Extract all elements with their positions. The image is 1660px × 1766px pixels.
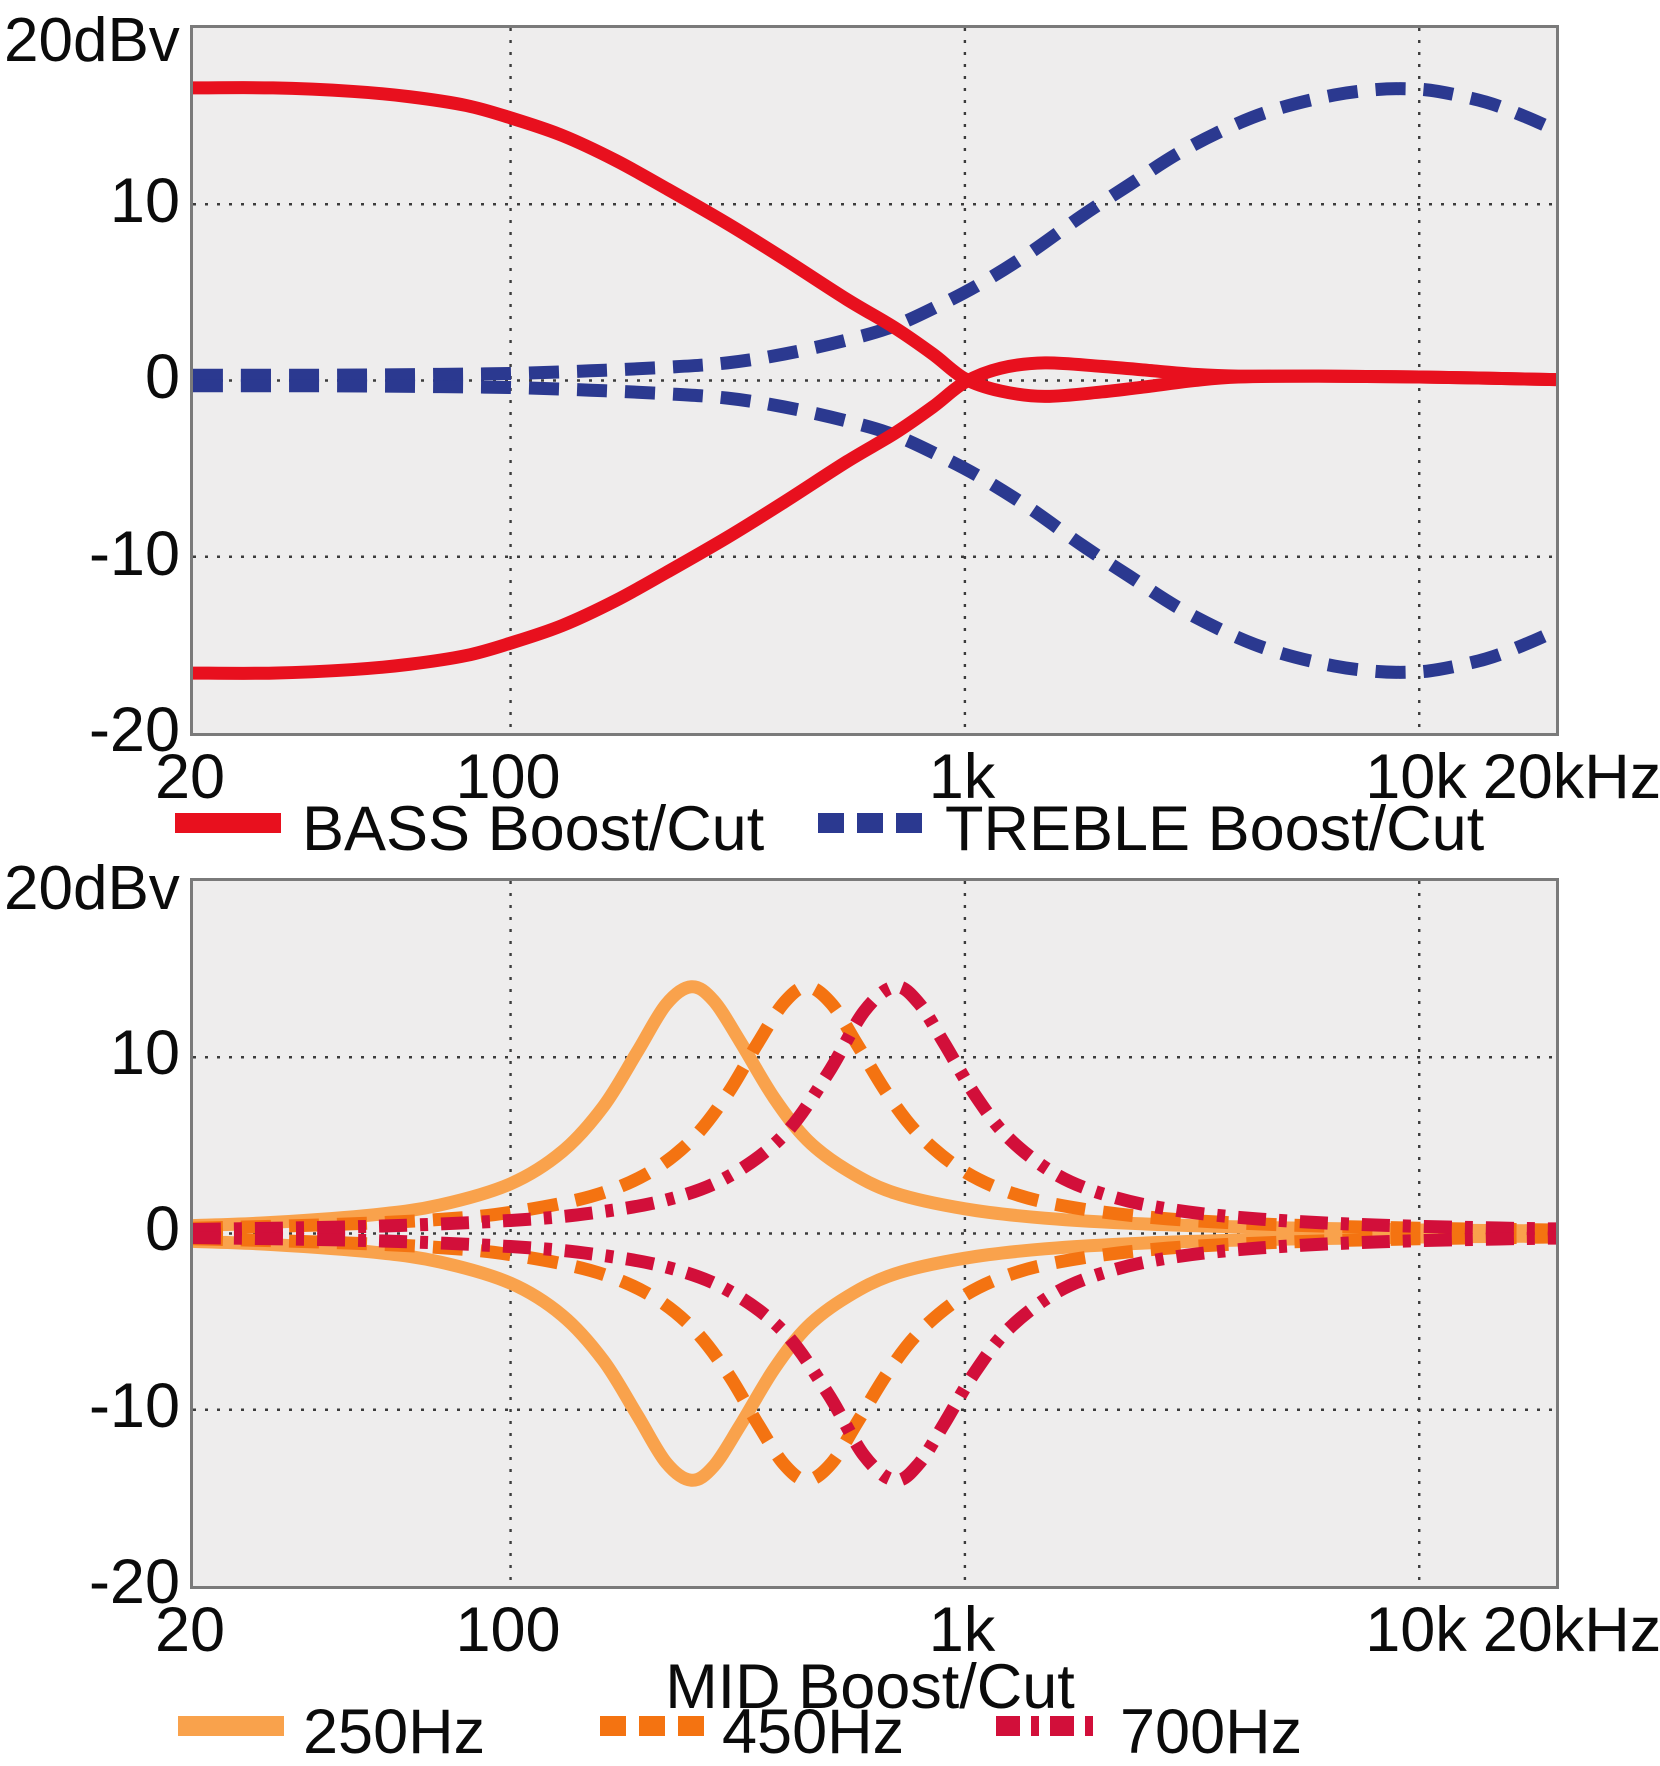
bottom-chart-y-axis-unit-label: 20dBv bbox=[4, 854, 180, 923]
top-chart-ytick-10: 10 bbox=[109, 166, 180, 236]
top-chart-xtick-10k: 10k bbox=[1365, 742, 1467, 812]
treble-legend-label: TREBLE Boost/Cut bbox=[945, 794, 1485, 864]
bass-legend-swatch-icon bbox=[175, 813, 281, 833]
top-chart-xtick-1k: 1k bbox=[928, 742, 996, 812]
mid-450hz-legend-swatch-icon bbox=[600, 1716, 706, 1736]
bottom-chart-ytick-minus10: -10 bbox=[88, 1371, 180, 1441]
bottom-chart-plot-area bbox=[190, 878, 1559, 1589]
mid-450hz-legend-label: 450Hz bbox=[722, 1697, 905, 1766]
mid-700hz-legend-swatch-icon bbox=[996, 1716, 1102, 1736]
mid-700hz-legend-label: 700Hz bbox=[1120, 1697, 1303, 1766]
bass-treble-curves-svg bbox=[193, 28, 1556, 733]
mid-250hz-legend-label: 250Hz bbox=[303, 1697, 486, 1766]
bottom-chart-xtick-20: 20 bbox=[154, 1595, 226, 1665]
top-chart-xtick-20: 20 bbox=[154, 742, 226, 812]
top-chart-xtick-100: 100 bbox=[455, 742, 561, 812]
bass-legend-label: BASS Boost/Cut bbox=[302, 794, 765, 864]
treble-legend-swatch-icon bbox=[818, 813, 924, 833]
bottom-chart-ytick-minus20: -20 bbox=[88, 1547, 180, 1617]
bottom-chart-ytick-0: 0 bbox=[144, 1194, 180, 1264]
bottom-chart-xtick-1k: 1k bbox=[928, 1595, 996, 1665]
bottom-chart-title: MID Boost/Cut bbox=[665, 1652, 1075, 1722]
mid-250hz-legend-swatch-icon bbox=[178, 1716, 284, 1736]
mid-curves-svg bbox=[193, 881, 1556, 1586]
bottom-chart-ytick-10: 10 bbox=[109, 1018, 180, 1088]
top-chart-ytick-minus20: -20 bbox=[88, 695, 180, 765]
bottom-chart-xtick-20kHz: 20kHz bbox=[1482, 1595, 1660, 1665]
top-chart-ytick-minus10: -10 bbox=[88, 519, 180, 589]
bottom-chart-xtick-10k: 10k bbox=[1365, 1595, 1467, 1665]
top-chart-y-axis-unit-label: 20dBv bbox=[4, 6, 180, 75]
top-chart-plot-area bbox=[190, 25, 1559, 736]
top-chart-ytick-0: 0 bbox=[144, 342, 180, 412]
top-chart-xtick-20kHz: 20kHz bbox=[1482, 742, 1660, 812]
bottom-chart-xtick-100: 100 bbox=[455, 1595, 561, 1665]
